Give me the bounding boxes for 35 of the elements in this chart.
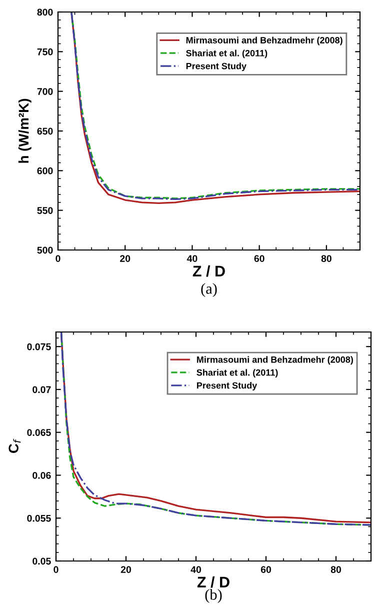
x-tick-label: 80 [321,255,332,262]
legend-label: Present Study [186,62,246,72]
y-tick-label: 750 [37,48,53,56]
legend-label: Present Study [197,382,258,390]
y-tick-label: 0.06 [32,472,51,479]
y-tick-label: 550 [37,207,53,214]
y-tick-label: 0.055 [27,514,51,522]
text: (a) [201,283,217,297]
x-tick-label: 60 [254,255,264,262]
y-tick-label: 600 [37,167,53,174]
legend-label: Mirmasoumi and Behzadmehr (2008) [186,36,342,46]
x-tick-label: 80 [330,566,342,573]
x-tick-label: 0 [56,255,60,262]
legend-label: Shariat et al. (2011) [196,369,278,378]
x-axis-title: Z / D [192,265,225,277]
x-tick-label: 60 [260,566,272,573]
y-axis-title: h (W/m²K) [18,98,32,163]
y-axis-title: C$_{f}$ [8,438,21,453]
legend-label: Mirmasoumi and Behzadmehr (2008) [197,356,353,365]
x-tick-label: 20 [120,255,130,262]
x-axis-title: Z / D [197,576,230,588]
y-tick-label: 0.07 [32,386,51,394]
y-tick-label: 700 [37,88,53,95]
y-tick-label: 650 [37,128,53,135]
text: (b) [205,589,222,603]
legend-label: Shariat et al. (2011) [186,50,268,58]
x-tick-label: 20 [120,566,132,573]
y-tick-label: 0.075 [27,343,51,350]
y-tick-label: 500 [37,246,53,254]
y-tick-label: 0.05 [32,558,51,565]
y-tick-label: 0.065 [27,429,51,436]
x-tick-label: 40 [186,255,198,262]
y-tick-label: 800 [37,8,53,16]
x-tick-label: 40 [190,566,202,573]
x-tick-label: 0 [54,566,58,573]
